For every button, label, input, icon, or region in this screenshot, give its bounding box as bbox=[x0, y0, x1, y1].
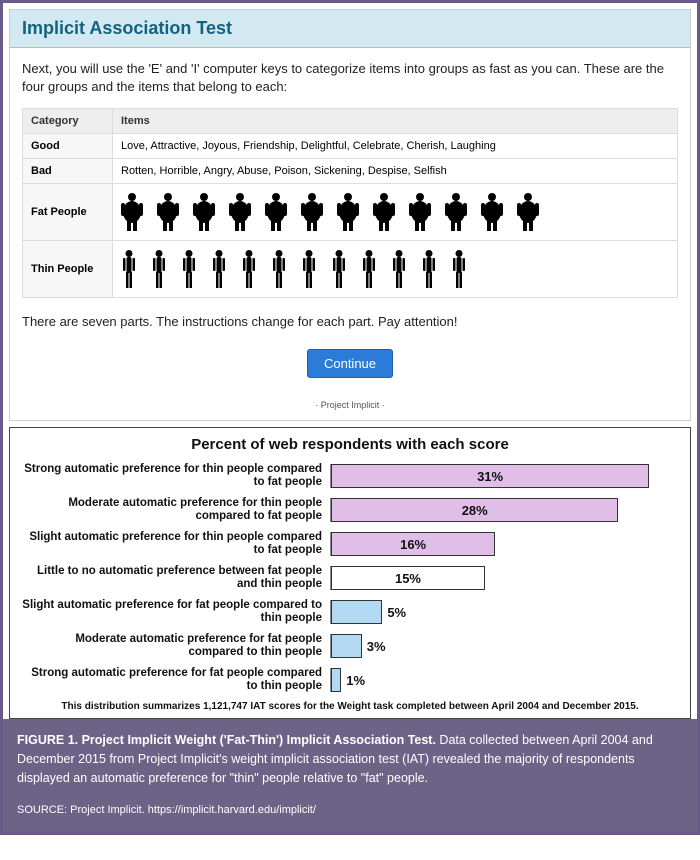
items-cell bbox=[113, 184, 678, 241]
bar-row: Moderate automatic preference for thin p… bbox=[20, 495, 680, 525]
chart-footnote: This distribution summarizes 1,121,747 I… bbox=[20, 701, 680, 712]
bar-track: 5% bbox=[330, 600, 680, 624]
fat-silhouette-icon bbox=[481, 192, 503, 232]
chart-title: Percent of web respondents with each sco… bbox=[20, 436, 680, 453]
thin-silhouette-icon bbox=[301, 249, 317, 289]
fat-silhouette-icon bbox=[445, 192, 467, 232]
category-cell: Bad bbox=[23, 159, 113, 184]
iat-panel: Implicit Association Test Next, you will… bbox=[9, 9, 691, 421]
table-row: GoodLove, Attractive, Joyous, Friendship… bbox=[23, 134, 678, 159]
fat-silhouette-icon bbox=[229, 192, 251, 232]
bar-row: Slight automatic preference for fat peop… bbox=[20, 597, 680, 627]
bar-fill: 31% bbox=[331, 464, 649, 488]
bar-value: 5% bbox=[387, 605, 406, 620]
table-row: Thin People bbox=[23, 241, 678, 298]
bar-fill: 16% bbox=[331, 532, 495, 556]
bar-label: Strong automatic preference for thin peo… bbox=[20, 463, 330, 491]
bar-fill: 28% bbox=[331, 498, 618, 522]
bar-value: 16% bbox=[400, 537, 426, 552]
category-cell: Fat People bbox=[23, 184, 113, 241]
thin-silhouette-icon bbox=[361, 249, 377, 289]
table-row: BadRotten, Horrible, Angry, Abuse, Poiso… bbox=[23, 159, 678, 184]
bar-label: Little to no automatic preference betwee… bbox=[20, 565, 330, 593]
bar-row: Strong automatic preference for fat peop… bbox=[20, 665, 680, 695]
figure-source: SOURCE: Project Implicit. https://implic… bbox=[17, 802, 683, 819]
bar-fill: 15% bbox=[331, 566, 485, 590]
bar-label: Strong automatic preference for fat peop… bbox=[20, 667, 330, 695]
bar-row: Strong automatic preference for thin peo… bbox=[20, 461, 680, 491]
fat-silhouette-icon bbox=[409, 192, 431, 232]
thin-silhouette-icon bbox=[181, 249, 197, 289]
thin-silhouette-icon bbox=[421, 249, 437, 289]
fat-silhouette-icon bbox=[301, 192, 323, 232]
thin-silhouette-icon bbox=[211, 249, 227, 289]
bar-row: Moderate automatic preference for fat pe… bbox=[20, 631, 680, 661]
bar-track: 28% bbox=[330, 498, 680, 522]
iat-footer: · Project Implicit · bbox=[10, 394, 690, 420]
bar-track: 3% bbox=[330, 634, 680, 658]
iat-intro-text: Next, you will use the 'E' and 'I' compu… bbox=[10, 48, 690, 104]
table-header-category: Category bbox=[23, 109, 113, 134]
thin-silhouette-icon bbox=[121, 249, 137, 289]
iat-title: Implicit Association Test bbox=[10, 10, 690, 48]
fat-silhouette-icon bbox=[517, 192, 539, 232]
fat-silhouette-icon bbox=[157, 192, 179, 232]
bar-track: 16% bbox=[330, 532, 680, 556]
figure-label: FIGURE 1. Project Implicit Weight ('Fat-… bbox=[17, 733, 436, 747]
bar-label: Slight automatic preference for fat peop… bbox=[20, 599, 330, 627]
bar-value: 3% bbox=[367, 639, 386, 654]
fat-silhouette-icon bbox=[265, 192, 287, 232]
iat-parts-note: There are seven parts. The instructions … bbox=[10, 308, 690, 341]
bar-label: Moderate automatic preference for fat pe… bbox=[20, 633, 330, 661]
iat-category-table: Category Items GoodLove, Attractive, Joy… bbox=[22, 108, 678, 298]
category-cell: Good bbox=[23, 134, 113, 159]
thin-silhouette-icon bbox=[391, 249, 407, 289]
table-header-items: Items bbox=[113, 109, 678, 134]
chart-bars: Strong automatic preference for thin peo… bbox=[20, 461, 680, 695]
fat-silhouette-icon bbox=[121, 192, 143, 232]
bar-value: 31% bbox=[477, 469, 503, 484]
thin-silhouette-icon bbox=[451, 249, 467, 289]
fat-silhouette-icon bbox=[373, 192, 395, 232]
thin-silhouette-icon bbox=[331, 249, 347, 289]
items-cell: Love, Attractive, Joyous, Friendship, De… bbox=[113, 134, 678, 159]
bar-track: 1% bbox=[330, 668, 680, 692]
fat-silhouette-icon bbox=[337, 192, 359, 232]
bar-track: 15% bbox=[330, 566, 680, 590]
bar-label: Slight automatic preference for thin peo… bbox=[20, 531, 330, 559]
bar-value: 28% bbox=[462, 503, 488, 518]
table-row: Fat People bbox=[23, 184, 678, 241]
bar-row: Slight automatic preference for thin peo… bbox=[20, 529, 680, 559]
bar-fill: 3% bbox=[331, 634, 362, 658]
thin-silhouette-icon bbox=[241, 249, 257, 289]
bar-value: 15% bbox=[395, 571, 421, 586]
figure-caption: FIGURE 1. Project Implicit Weight ('Fat-… bbox=[3, 719, 697, 832]
bar-value: 1% bbox=[346, 673, 365, 688]
bar-fill: 1% bbox=[331, 668, 341, 692]
bar-row: Little to no automatic preference betwee… bbox=[20, 563, 680, 593]
items-cell: Rotten, Horrible, Angry, Abuse, Poison, … bbox=[113, 159, 678, 184]
items-cell bbox=[113, 241, 678, 298]
category-cell: Thin People bbox=[23, 241, 113, 298]
continue-button[interactable]: Continue bbox=[307, 349, 393, 378]
figure-frame: Implicit Association Test Next, you will… bbox=[0, 0, 700, 835]
bar-label: Moderate automatic preference for thin p… bbox=[20, 497, 330, 525]
thin-silhouette-icon bbox=[151, 249, 167, 289]
bar-fill: 5% bbox=[331, 600, 382, 624]
fat-silhouette-icon bbox=[193, 192, 215, 232]
thin-silhouette-icon bbox=[271, 249, 287, 289]
bar-track: 31% bbox=[330, 464, 680, 488]
score-distribution-chart: Percent of web respondents with each sco… bbox=[9, 427, 691, 719]
